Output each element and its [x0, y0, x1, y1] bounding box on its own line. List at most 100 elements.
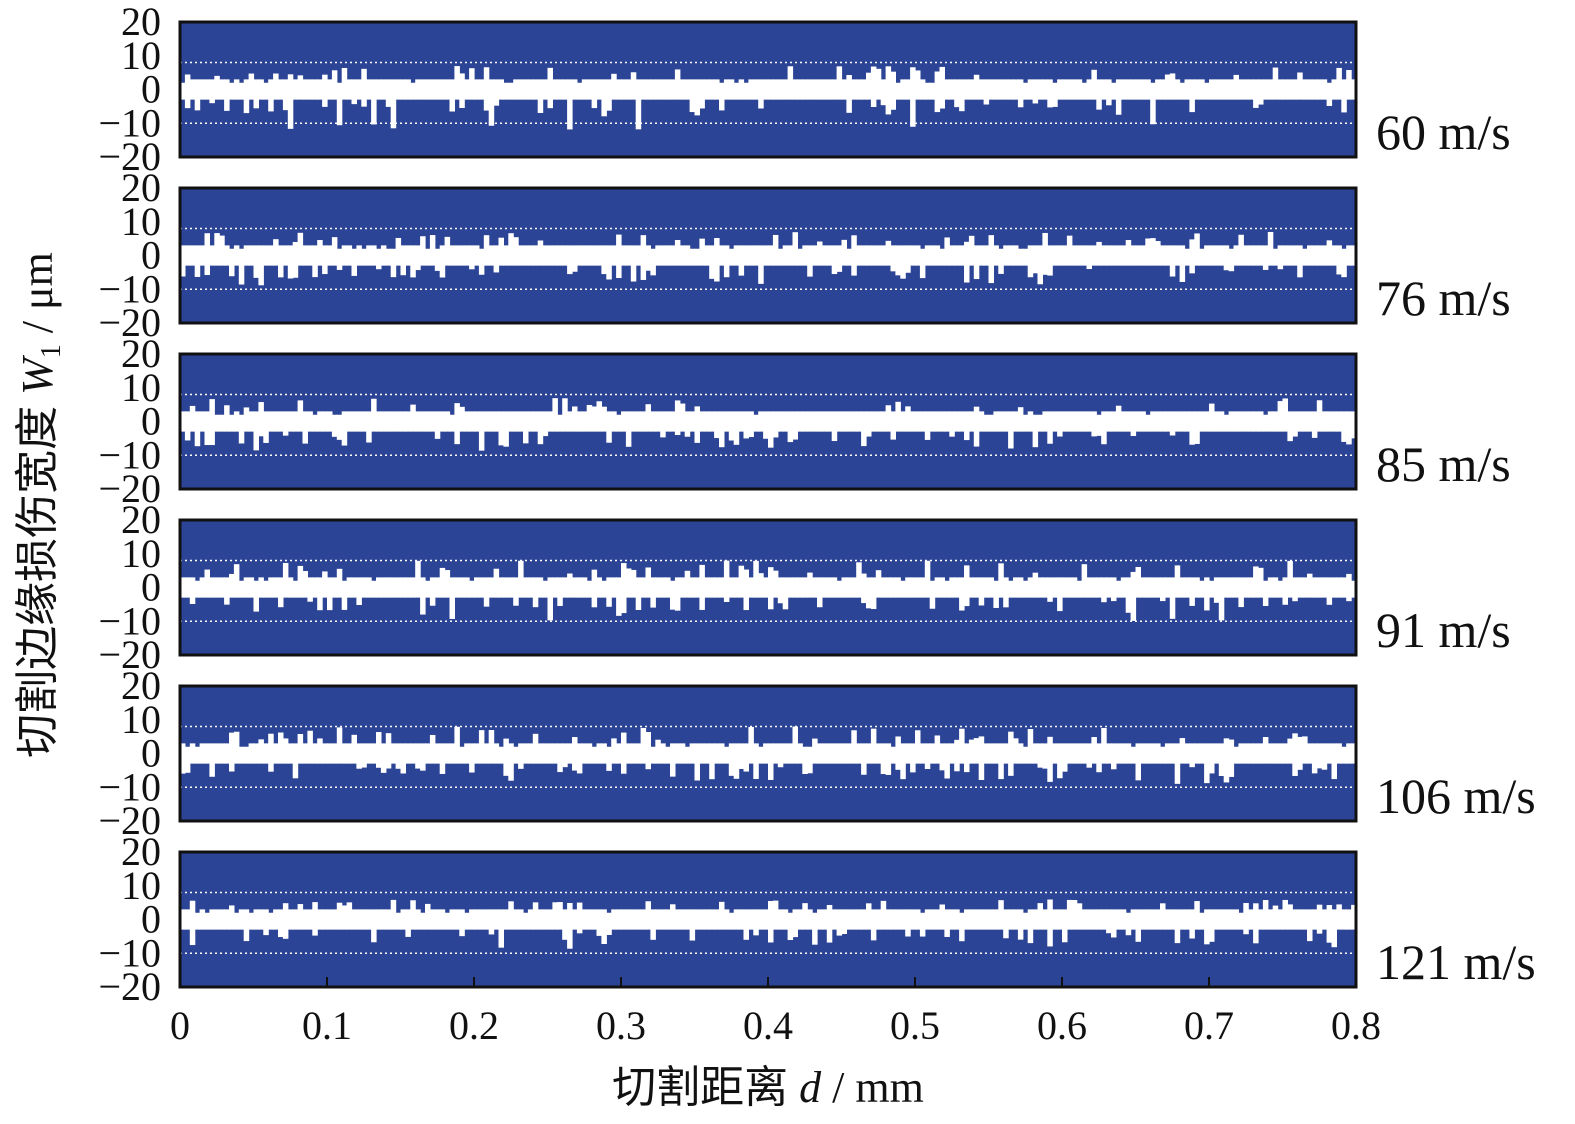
damage-segment [336, 902, 343, 930]
damage-segment [866, 903, 872, 930]
damage-segment [674, 400, 681, 436]
damage-segment [376, 248, 382, 270]
damage-segment [606, 912, 612, 935]
damage-segment [625, 411, 632, 447]
damage-segment [1204, 577, 1210, 611]
damage-segment [552, 398, 558, 432]
damage-segment [1027, 411, 1034, 432]
damage-segment [1145, 238, 1151, 266]
damage-segment [449, 577, 455, 619]
x-tick-label: 0.1 [302, 1003, 352, 1048]
damage-segment [1213, 909, 1220, 930]
damage-segment [586, 743, 593, 764]
damage-segment [356, 577, 362, 606]
damage-segment [1204, 743, 1210, 784]
damage-segment [317, 79, 323, 100]
damage-segment [327, 245, 333, 266]
damage-segment [1282, 398, 1288, 432]
damage-segment [1130, 245, 1137, 266]
damage-segment [1135, 79, 1141, 100]
damage-segment [1017, 248, 1024, 266]
damage-segment [670, 245, 676, 266]
damage-segment [856, 411, 862, 432]
damage-segment [331, 577, 338, 598]
damage-segment [826, 245, 833, 266]
damage-segment [1316, 904, 1323, 934]
damage-segment [425, 248, 431, 266]
damage-segment [978, 245, 985, 266]
damage-segment [1160, 79, 1166, 100]
damage-segment [1282, 743, 1288, 764]
damage-segment [694, 248, 700, 266]
damage-segment [356, 909, 362, 930]
damage-segment [684, 746, 691, 764]
damage-segment [1346, 909, 1352, 930]
damage-segment [1228, 739, 1235, 777]
damage-segment [371, 245, 377, 266]
damage-segment [469, 580, 475, 598]
damage-segment [934, 71, 941, 113]
damage-segment [258, 909, 264, 930]
damage-segment [1120, 411, 1127, 432]
damage-segment [1336, 67, 1342, 100]
damage-segment [405, 909, 411, 937]
damage-segment [199, 411, 206, 432]
damage-segment [498, 746, 504, 764]
damage-segment [1086, 577, 1092, 598]
damage-segment [327, 411, 333, 432]
damage-segment [429, 411, 436, 432]
damage-segment [1331, 577, 1337, 598]
damage-segment [1003, 245, 1009, 266]
damage-segment [738, 411, 745, 432]
damage-segment [1209, 743, 1215, 774]
damage-segment [1155, 79, 1161, 100]
damage-segment [640, 909, 647, 930]
damage-segment [469, 68, 475, 100]
damage-segment [395, 743, 402, 769]
damage-segment [1071, 577, 1078, 598]
damage-segment [317, 411, 323, 432]
damage-segment [268, 733, 274, 772]
damage-segment [327, 909, 333, 930]
damage-segment [1130, 746, 1137, 764]
damage-segment [983, 79, 990, 105]
damage-segment [1194, 743, 1200, 764]
damage-segment [723, 909, 730, 930]
damage-segment [1145, 414, 1151, 432]
damage-segment [356, 245, 362, 266]
y-tick-label: −20 [98, 964, 161, 1009]
damage-segment [939, 743, 945, 771]
damage-segment [1179, 577, 1186, 598]
damage-segment [964, 565, 970, 607]
damage-segment [964, 743, 970, 773]
damage-segment [327, 577, 333, 611]
damage-segment [425, 79, 431, 100]
damage-segment [836, 743, 843, 764]
damage-segment [180, 577, 186, 598]
damage-segment [253, 245, 259, 278]
damage-segment [900, 79, 906, 100]
damage-segment [184, 411, 191, 441]
damage-segment [591, 746, 598, 764]
damage-segment [454, 66, 460, 100]
damage-segment [1062, 909, 1068, 943]
damage-segment [616, 234, 622, 279]
damage-segment [866, 577, 872, 609]
damage-segment [596, 79, 602, 100]
damage-segment [1248, 245, 1254, 266]
damage-segment [1184, 577, 1190, 598]
damage-segment [1331, 909, 1337, 948]
damage-segment [919, 912, 926, 937]
damage-segment [1081, 743, 1088, 764]
series-label: 76 m/s [1376, 270, 1511, 326]
damage-segment [885, 577, 892, 598]
damage-segment [1125, 411, 1132, 432]
damage-segment [444, 912, 451, 930]
damage-segment [611, 245, 617, 266]
damage-segment [199, 79, 206, 100]
damage-segment [542, 909, 549, 930]
damage-segment [836, 580, 843, 598]
damage-segment [1253, 245, 1259, 266]
